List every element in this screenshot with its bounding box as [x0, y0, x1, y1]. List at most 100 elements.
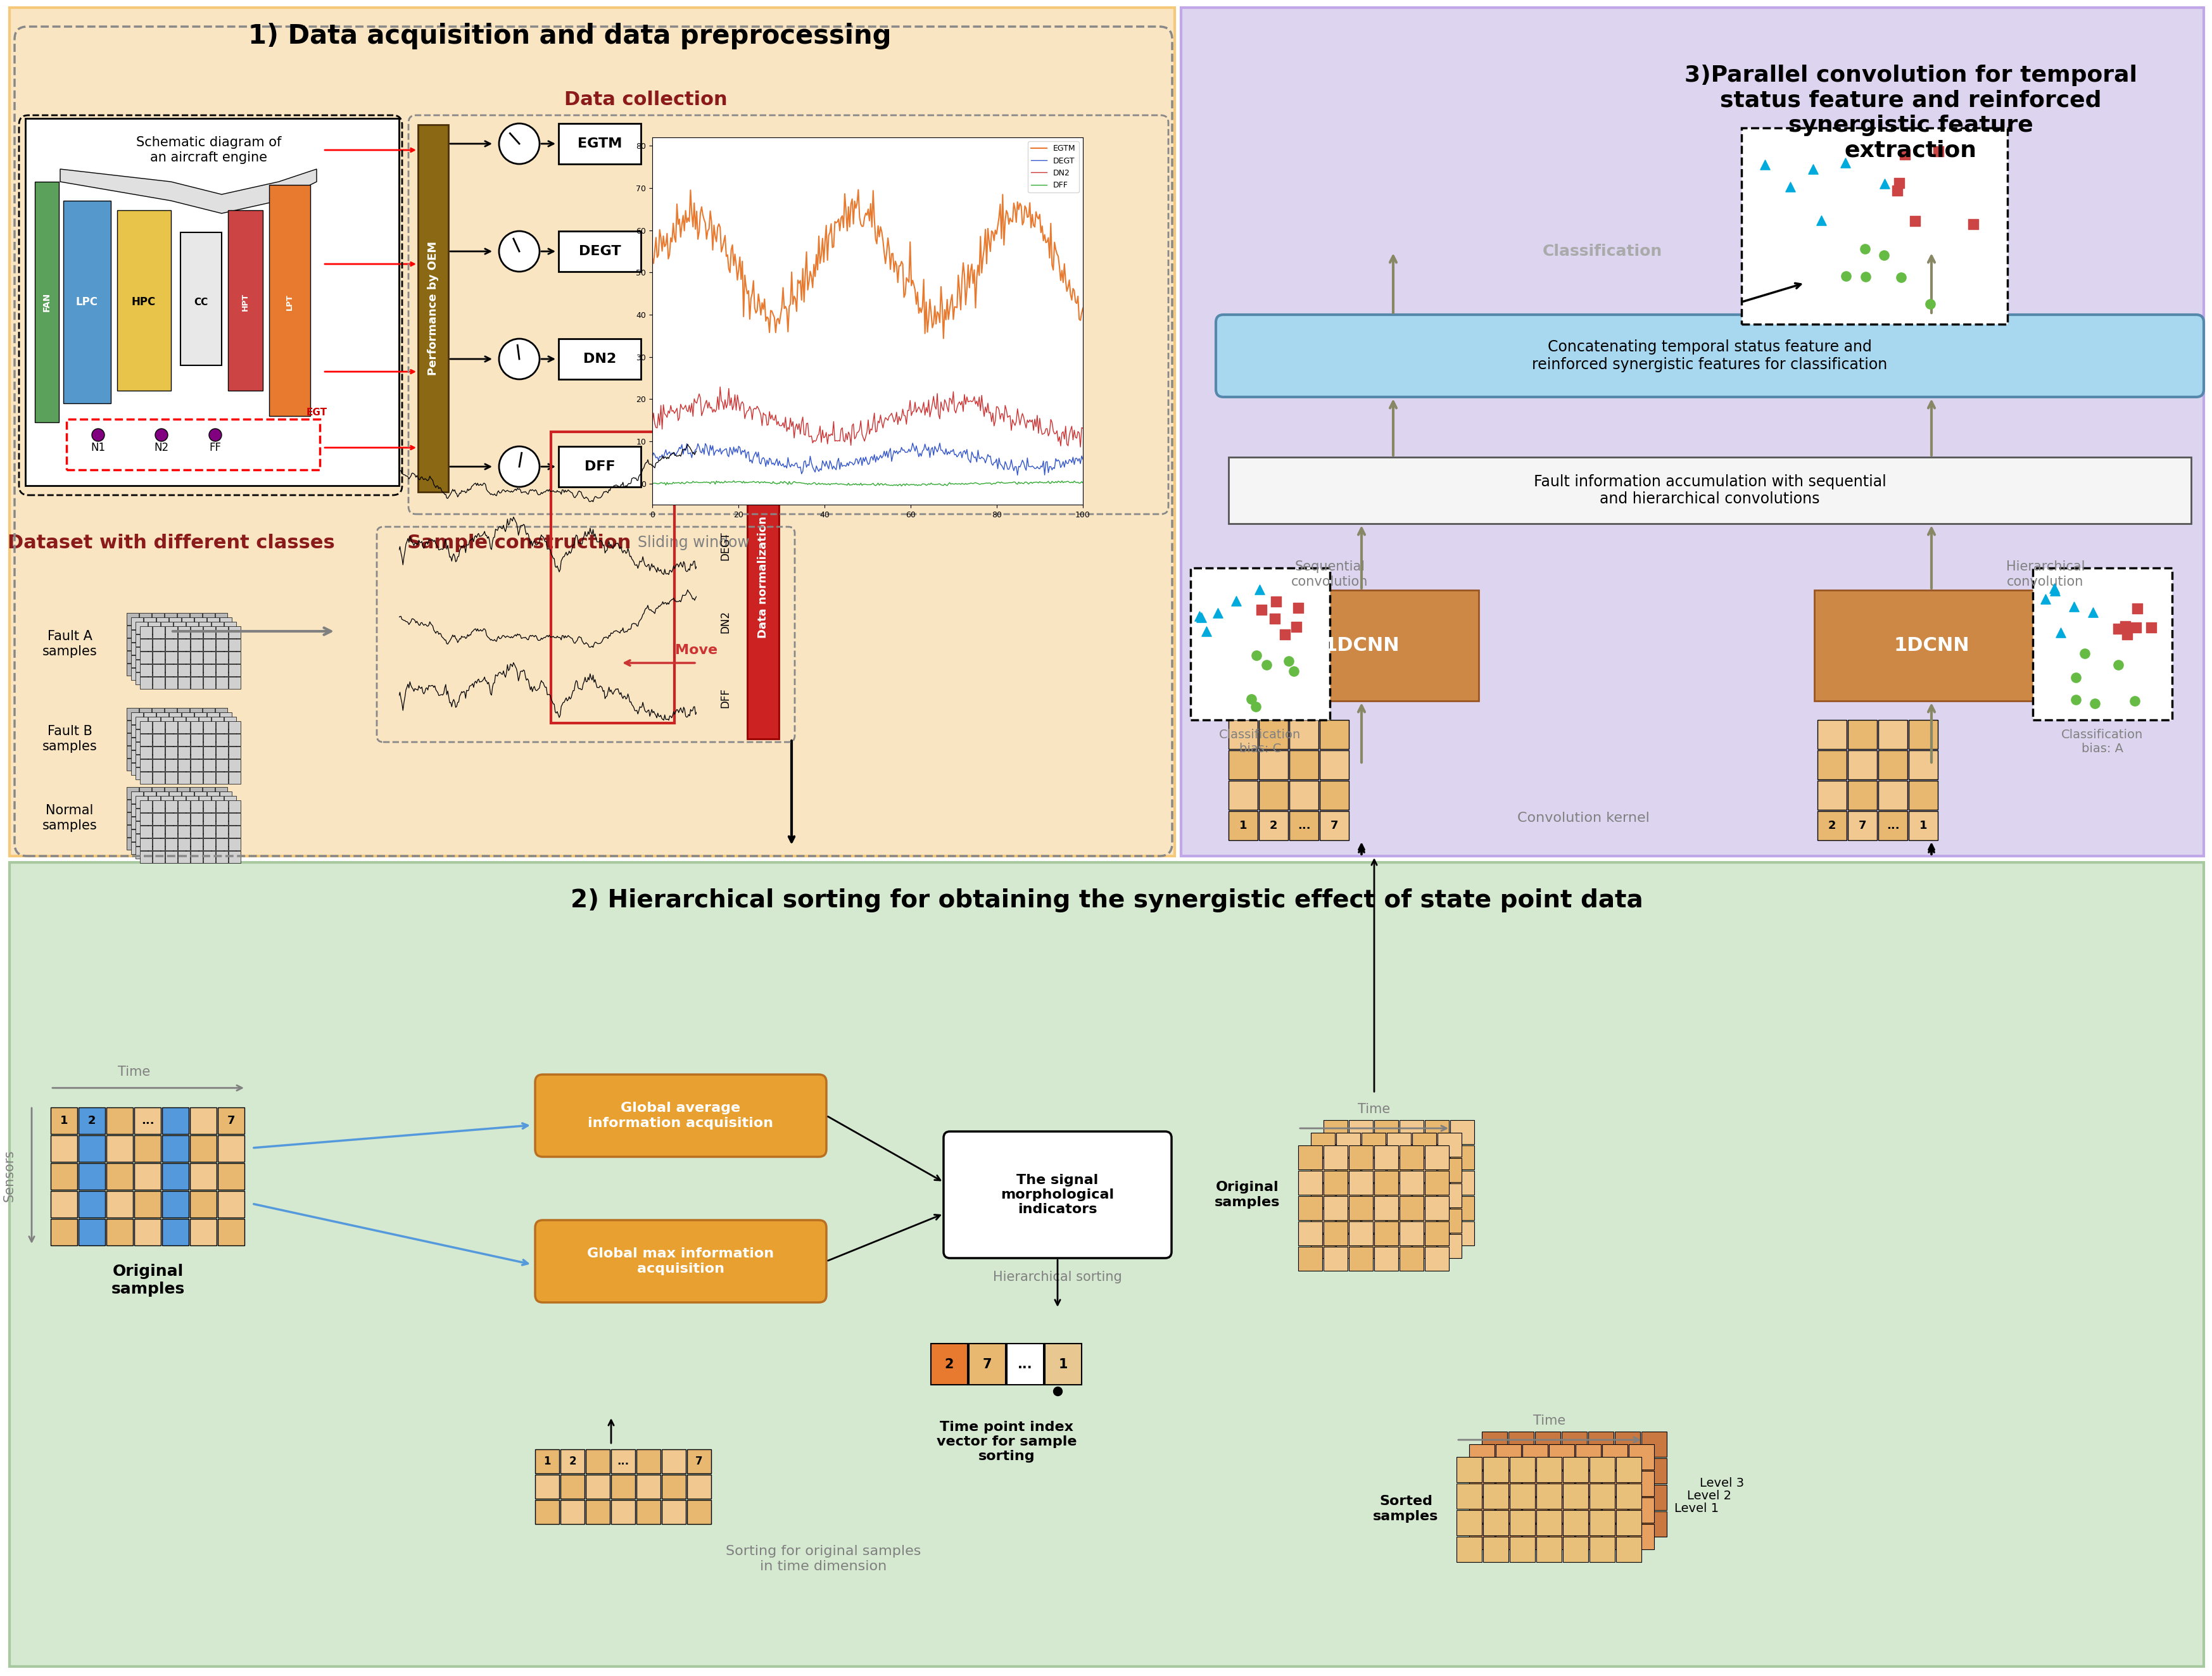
Bar — [1847, 781, 1878, 810]
Bar — [1575, 1445, 1601, 1470]
Bar — [215, 650, 228, 664]
Bar — [195, 751, 206, 763]
Bar — [164, 746, 177, 758]
Bar — [217, 801, 228, 813]
Bar — [177, 851, 190, 863]
Point — [1849, 263, 1885, 290]
Bar — [166, 759, 177, 771]
Bar — [1323, 1120, 1347, 1145]
Bar — [148, 821, 159, 833]
Bar — [1617, 1483, 1641, 1508]
Bar — [1641, 1485, 1668, 1510]
Bar — [1411, 1133, 1436, 1156]
Bar — [1628, 1445, 1655, 1470]
Bar — [161, 754, 173, 766]
Bar — [168, 763, 181, 774]
Bar — [161, 1192, 188, 1217]
DN2 — [1066, 437, 1093, 458]
Bar — [212, 808, 223, 821]
Bar — [181, 816, 195, 830]
DN2 — [1064, 421, 1091, 441]
Bar — [1590, 1510, 1615, 1535]
EGTM — [931, 328, 958, 349]
Bar — [204, 625, 215, 637]
Bar — [195, 816, 206, 830]
Point — [1281, 595, 1316, 622]
Bar — [135, 1135, 161, 1161]
Bar — [1564, 1510, 1588, 1535]
Bar — [164, 613, 177, 625]
Bar — [1469, 1445, 1495, 1470]
Text: DEGT: DEGT — [719, 531, 730, 560]
Text: 2: 2 — [1827, 820, 1836, 831]
Point — [1955, 211, 1991, 238]
Bar — [135, 821, 148, 833]
Bar — [1323, 1222, 1347, 1245]
Bar — [212, 846, 223, 858]
Bar — [228, 627, 241, 639]
Bar — [148, 672, 159, 684]
Bar — [215, 788, 228, 799]
Text: HPC: HPC — [133, 297, 155, 308]
Bar — [1575, 1523, 1601, 1549]
Bar — [215, 799, 228, 811]
Bar — [217, 826, 228, 838]
Bar — [131, 655, 144, 667]
Bar — [186, 742, 199, 754]
Bar — [199, 835, 210, 846]
Text: ...: ... — [1887, 820, 1900, 831]
Bar — [1601, 1445, 1628, 1470]
Bar — [611, 1450, 635, 1473]
Bar — [1818, 811, 1847, 840]
Bar — [144, 669, 155, 680]
Bar — [177, 650, 190, 664]
Bar — [215, 813, 228, 825]
Bar — [139, 746, 150, 758]
Bar — [126, 788, 139, 799]
Bar — [190, 664, 201, 675]
Bar — [219, 791, 232, 803]
Bar — [177, 732, 190, 746]
Bar — [135, 1108, 161, 1135]
Point — [1272, 647, 1307, 674]
DEGT — [869, 447, 896, 468]
Bar — [228, 210, 263, 391]
Text: 1: 1 — [1060, 1358, 1068, 1371]
Bar — [131, 642, 144, 655]
Bar — [228, 746, 241, 759]
Bar — [1312, 1208, 1334, 1234]
Bar — [51, 1163, 77, 1190]
Bar — [1562, 1431, 1586, 1456]
Bar — [186, 660, 199, 672]
Bar — [1323, 1172, 1347, 1195]
Bar — [173, 821, 186, 833]
Bar — [177, 721, 190, 732]
Bar — [1641, 1431, 1668, 1456]
Bar — [153, 746, 164, 759]
Bar — [177, 707, 190, 721]
Text: 7: 7 — [982, 1358, 991, 1371]
Bar — [186, 729, 199, 741]
Bar — [212, 647, 223, 659]
Bar — [1312, 1234, 1334, 1259]
Bar — [219, 655, 232, 667]
Bar — [1482, 1483, 1509, 1508]
Bar — [204, 707, 215, 721]
Bar — [1535, 1485, 1559, 1510]
Bar — [1245, 590, 1478, 701]
Bar — [164, 639, 177, 650]
Bar — [148, 846, 159, 858]
DEGT — [1053, 453, 1079, 473]
Text: Classification
bias: C: Classification bias: C — [1219, 729, 1301, 756]
Point — [2101, 615, 2137, 642]
Bar — [181, 791, 195, 803]
Bar — [190, 759, 204, 771]
Circle shape — [500, 124, 540, 164]
Bar — [199, 647, 210, 659]
Bar — [1588, 1485, 1613, 1510]
Bar — [1641, 1458, 1668, 1483]
Bar — [212, 717, 223, 729]
Line: DFF: DFF — [653, 481, 1084, 486]
Bar — [186, 808, 199, 821]
Bar — [131, 737, 144, 749]
